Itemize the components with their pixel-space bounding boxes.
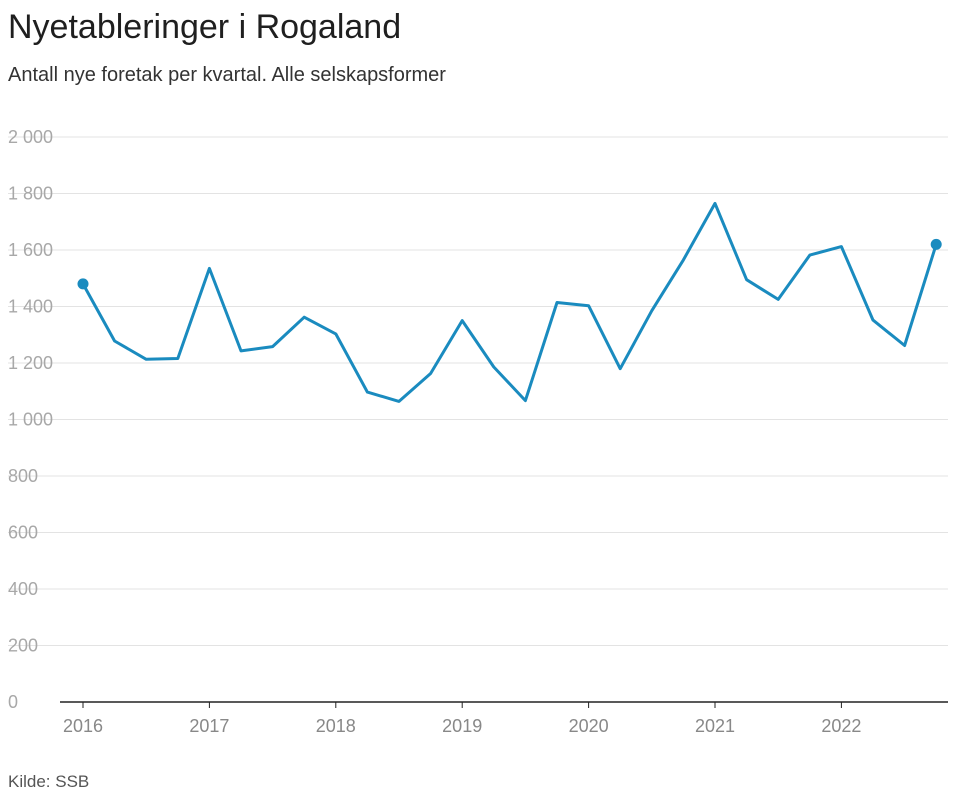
y-axis-ticks: 0 200 400 600 800 1 000 1 200 1 400 1 600 1 800 2 … (8, 127, 53, 712)
y-tick-label: 2 000 (8, 127, 53, 147)
gridlines (8, 136, 948, 646)
y-tick-label: 1 600 (8, 240, 53, 260)
x-axis-ticks: 2016 2017 2018 2019 2020 2021 2022 (63, 702, 861, 736)
series-line (81, 201, 938, 403)
chart-title: Nyetableringer i Rogaland (8, 8, 402, 46)
series-group (77, 201, 942, 403)
x-tick-label: 2020 (569, 716, 609, 736)
source-note: Kilde: SSB (8, 772, 90, 791)
y-tick-label: 1 200 (8, 353, 53, 373)
x-tick-label: 2021 (695, 716, 735, 736)
x-tick-label: 2017 (189, 716, 229, 736)
x-tick-label: 2022 (821, 716, 861, 736)
y-tick-label: 400 (8, 579, 38, 599)
y-tick-label: 1 800 (8, 184, 53, 204)
data-point-marker (77, 278, 89, 290)
y-tick-label: 800 (8, 466, 38, 486)
x-tick-label: 2018 (316, 716, 356, 736)
data-point-marker (930, 238, 942, 250)
y-tick-label: 0 (8, 692, 18, 712)
y-tick-label: 600 (8, 523, 38, 543)
x-tick-label: 2016 (63, 716, 103, 736)
x-tick-label: 2019 (442, 716, 482, 736)
chart-subtitle: Antall nye foretak per kvartal. Alle sel… (8, 64, 446, 86)
y-tick-label: 1 400 (8, 297, 53, 317)
line-chart: 0 200 400 600 800 1 000 1 200 1 400 1 600 1 800 2 … (8, 127, 948, 736)
y-tick-label: 1 000 (8, 410, 53, 430)
y-tick-label: 200 (8, 636, 38, 656)
